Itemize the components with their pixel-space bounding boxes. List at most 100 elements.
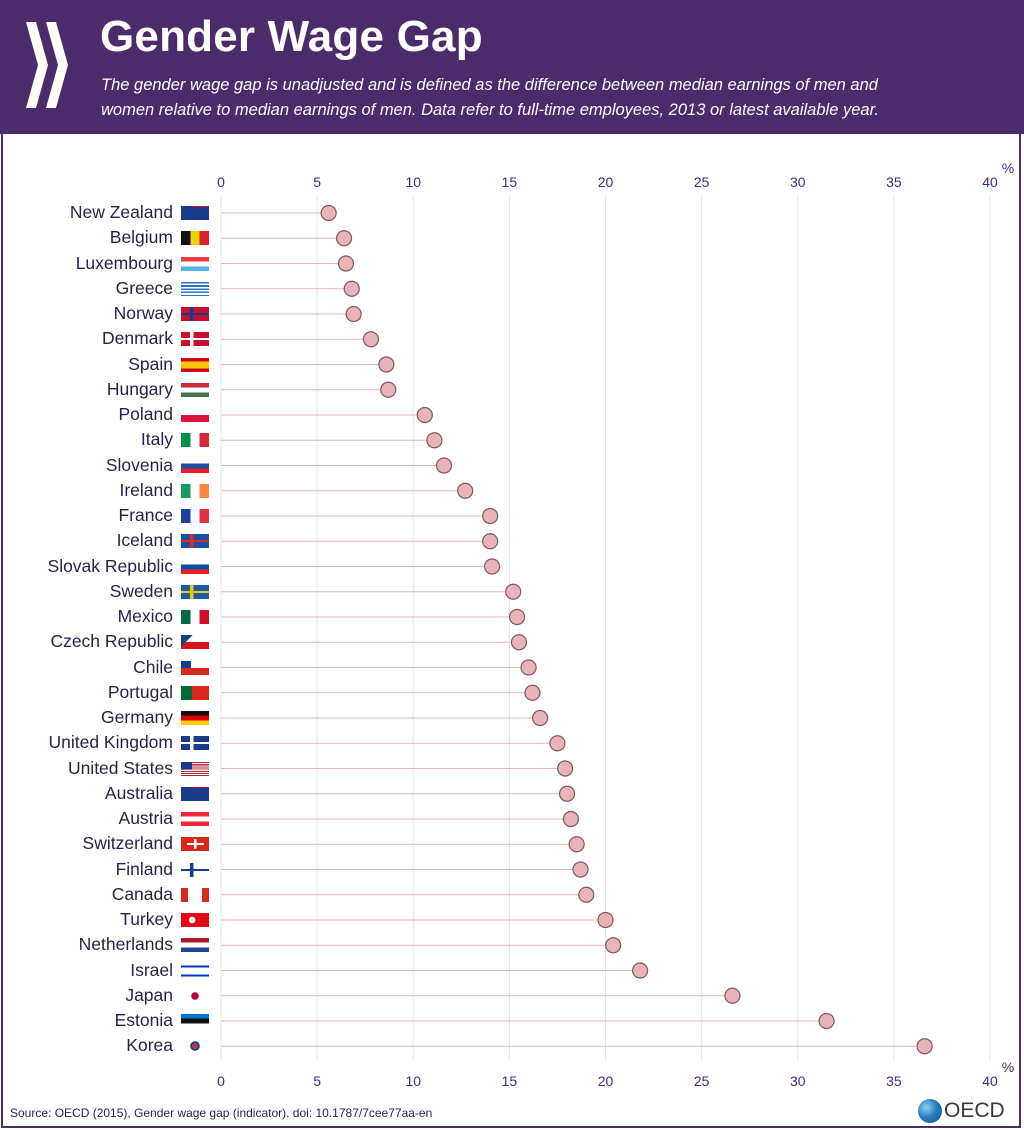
country-label: Slovenia: [105, 454, 173, 475]
country-label: Slovak Republic: [47, 555, 173, 576]
data-point: [568, 836, 585, 853]
country-label: Denmark: [102, 328, 173, 349]
country-label: Japan: [125, 984, 173, 1005]
flag-tr-icon: [181, 913, 209, 927]
country-label: Luxembourg: [75, 252, 173, 273]
country-label: Portugal: [107, 681, 173, 702]
flag-hu-icon: [181, 382, 209, 397]
data-point: [345, 305, 362, 323]
flag-pl-icon: [181, 408, 209, 422]
country-label: Czech Republic: [50, 631, 173, 652]
data-point: [605, 937, 622, 954]
country-label: Canada: [111, 883, 173, 904]
flag-nz-icon: [181, 206, 209, 220]
country-label: New Zealand: [69, 202, 173, 222]
chart-canvas: 0 0 5 5 10 10 15 15 20 20 25 25 30 30 35 35 40 40%%: [217, 160, 1014, 1089]
page-title: Gender Wage Gap: [100, 12, 483, 61]
flag-gr-icon: [181, 281, 209, 296]
flag-ch-icon: [181, 837, 209, 852]
country-label: Greece: [115, 277, 173, 298]
flag-nl-icon: [181, 938, 209, 953]
data-point: [632, 962, 649, 979]
flag-de-icon: [181, 711, 209, 725]
tick-label-top: 0: [217, 174, 225, 190]
country-label: Italy: [140, 429, 173, 450]
flag-ie-icon: [181, 483, 209, 498]
data-point: [426, 432, 443, 449]
data-point: [532, 709, 549, 727]
data-point: [362, 331, 380, 348]
data-point: [378, 356, 395, 373]
country-label: Israel: [130, 959, 173, 980]
country-label: Norway: [113, 303, 173, 323]
flag-cl-icon: [181, 660, 209, 675]
flag-fr-icon: [181, 509, 209, 523]
data-point: [482, 533, 499, 550]
data-point: [320, 204, 337, 222]
flag-ee-icon: [181, 1014, 209, 1028]
data-point: [597, 911, 614, 929]
data-point: [578, 886, 595, 903]
source-note: Source: OECD (2015), Gender wage gap (in…: [10, 1106, 433, 1120]
tick-label-top: 40: [982, 174, 998, 190]
flag-se-icon: [181, 584, 209, 599]
country-label: Korea: [126, 1035, 173, 1056]
data-point: [549, 735, 566, 752]
flag-il-icon: [181, 963, 209, 978]
flag-it-icon: [181, 433, 209, 448]
country-label: France: [118, 505, 173, 525]
tick-label-top: 10: [405, 174, 421, 190]
country-label: Belgium: [109, 227, 173, 248]
data-point: [337, 255, 355, 272]
flag-at-icon: [181, 812, 209, 826]
data-point: [483, 558, 501, 575]
data-point: [343, 280, 360, 297]
flag-fi-icon: [181, 862, 209, 877]
data-point: [520, 659, 537, 676]
flag-kr-icon: [181, 1039, 209, 1054]
flag-sk-icon: [181, 559, 209, 574]
tick-label-bottom: 30: [790, 1073, 806, 1089]
country-label: Netherlands: [78, 934, 173, 955]
tick-label-bottom: 0: [217, 1073, 225, 1089]
flag-gb-icon: [181, 736, 209, 751]
tick-label-bottom: 35: [886, 1073, 902, 1089]
data-point: [482, 507, 499, 525]
country-label: Mexico: [117, 606, 173, 626]
country-label: Chile: [133, 656, 173, 677]
flag-si-icon: [181, 458, 209, 473]
flag-mx-icon: [181, 610, 209, 624]
country-label: Turkey: [120, 909, 173, 929]
country-label: Spain: [128, 353, 173, 374]
data-point: [457, 482, 474, 499]
country-label: United States: [67, 757, 173, 778]
flag-jp-icon: [181, 988, 209, 1003]
flag-no-icon: [181, 307, 209, 321]
country-label: Finland: [115, 858, 173, 879]
country-label: Switzerland: [82, 833, 173, 854]
page-subtitle: The gender wage gap is unadjusted and is…: [101, 76, 880, 119]
country-label: Australia: [104, 782, 173, 803]
country-label: Austria: [118, 808, 173, 828]
country-label: Estonia: [114, 1010, 173, 1030]
tick-label-bottom: 25: [694, 1073, 710, 1089]
data-point: [818, 1012, 835, 1030]
flag-us-icon: [181, 761, 209, 776]
data-point: [916, 1038, 933, 1055]
flag-au-icon: [181, 786, 209, 801]
tick-label-top: 25: [694, 174, 710, 190]
tick-label-top: 15: [502, 174, 518, 190]
tick-label-bottom: 40: [982, 1073, 998, 1089]
data-point: [724, 987, 741, 1004]
data-point: [335, 230, 353, 247]
country-label: Poland: [118, 404, 174, 424]
data-point: [510, 634, 528, 651]
oecd-chevron-icon: [26, 22, 68, 108]
data-point: [505, 583, 522, 600]
country-label: United Kingdom: [48, 732, 173, 753]
data-point: [562, 810, 579, 828]
data-point: [380, 381, 397, 398]
country-label: Iceland: [116, 530, 173, 551]
chart-frame: [1, 134, 1021, 1128]
data-point: [416, 406, 433, 424]
